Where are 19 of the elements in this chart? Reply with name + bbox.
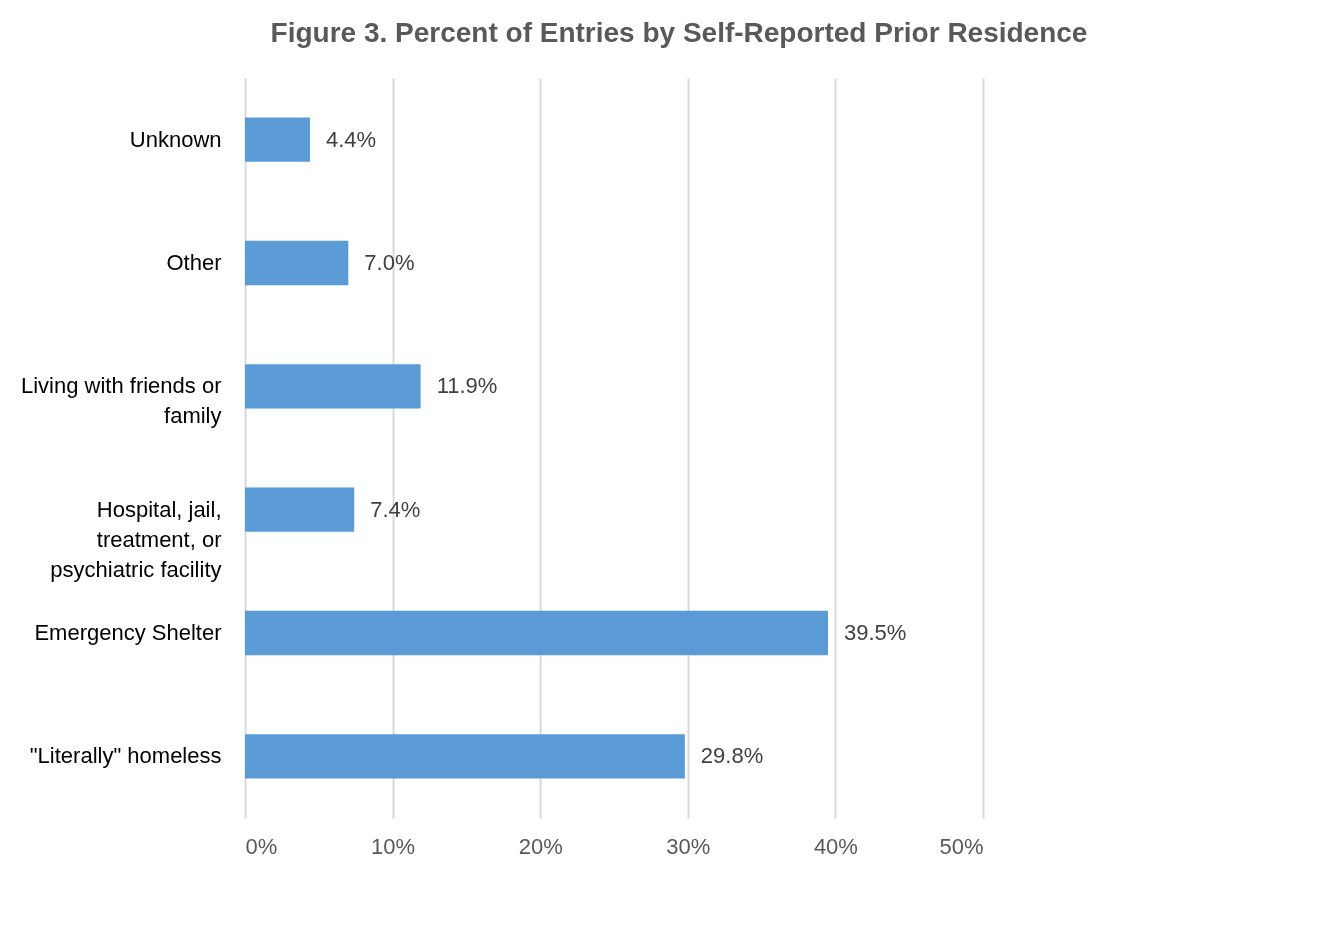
data-label: 7.0% [364, 250, 415, 275]
data-label: 4.4% [325, 126, 377, 152]
x-tick-label: 30% [666, 833, 711, 859]
y-tick-label: Living with friends or family [20, 373, 222, 429]
x-tick-label: 40% [813, 833, 858, 859]
y-tick-label: "Literally" homeless [29, 743, 222, 769]
x-tick-label: 50% [939, 833, 984, 859]
y-tick-label: Unknown [129, 126, 222, 152]
chart-title: Figure 3. Percent of Entries by Self-Reported Prior Residence [270, 17, 1088, 48]
y-tick-label: Hospital, jail, treatment, or psychiatric facility [50, 496, 222, 582]
x-tick-label: 20% [518, 833, 563, 859]
data-label: 29.8% [700, 743, 764, 769]
data-label: 7.4% [370, 496, 421, 522]
x-tick-label: 10% [371, 833, 416, 859]
y-tick-label: Other [166, 250, 222, 275]
data-label: 11.9% [436, 373, 498, 399]
x-tick-label: 0% [245, 833, 278, 859]
data-label: 39.5% [844, 620, 907, 645]
y-tick-label: Emergency Shelter [34, 620, 222, 645]
